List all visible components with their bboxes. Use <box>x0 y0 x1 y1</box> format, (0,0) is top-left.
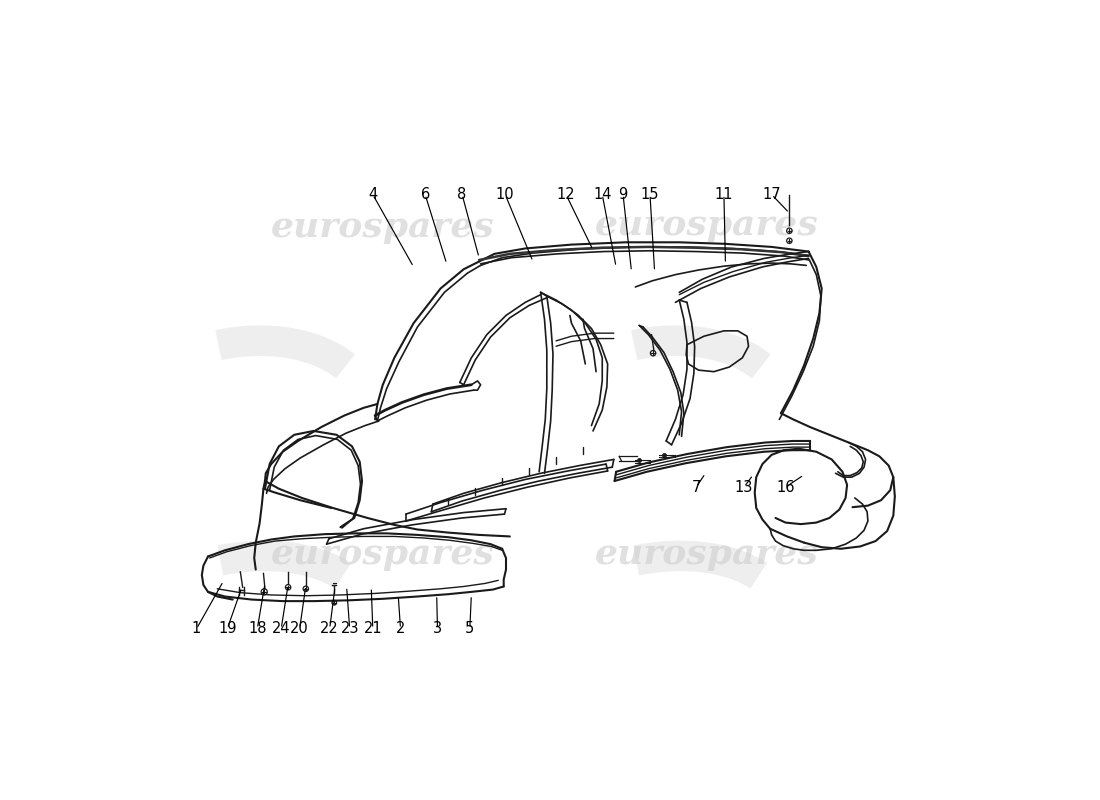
Text: 1: 1 <box>191 622 201 636</box>
Text: eurospares: eurospares <box>271 537 495 571</box>
Text: 6: 6 <box>420 187 430 202</box>
Text: 15: 15 <box>640 187 659 202</box>
Text: 8: 8 <box>458 187 466 202</box>
Text: eurospares: eurospares <box>271 210 495 244</box>
Text: 11: 11 <box>715 187 734 202</box>
Text: 14: 14 <box>593 187 612 202</box>
Text: eurospares: eurospares <box>594 537 818 571</box>
Text: 13: 13 <box>735 480 754 494</box>
Text: 24: 24 <box>272 622 290 636</box>
Text: 4: 4 <box>368 187 377 202</box>
Text: 18: 18 <box>248 622 266 636</box>
Text: 19: 19 <box>218 622 236 636</box>
Text: 21: 21 <box>363 622 382 636</box>
Text: 22: 22 <box>320 622 339 636</box>
Text: 17: 17 <box>762 187 781 202</box>
Text: 16: 16 <box>777 480 795 494</box>
Text: 20: 20 <box>290 622 309 636</box>
Text: 7: 7 <box>692 480 701 494</box>
Text: 9: 9 <box>618 187 628 202</box>
Text: 2: 2 <box>396 622 405 636</box>
Text: eurospares: eurospares <box>594 208 818 242</box>
Text: 5: 5 <box>465 622 474 636</box>
Text: 3: 3 <box>433 622 442 636</box>
Text: 23: 23 <box>340 622 359 636</box>
Text: 12: 12 <box>557 187 575 202</box>
Text: 10: 10 <box>496 187 515 202</box>
